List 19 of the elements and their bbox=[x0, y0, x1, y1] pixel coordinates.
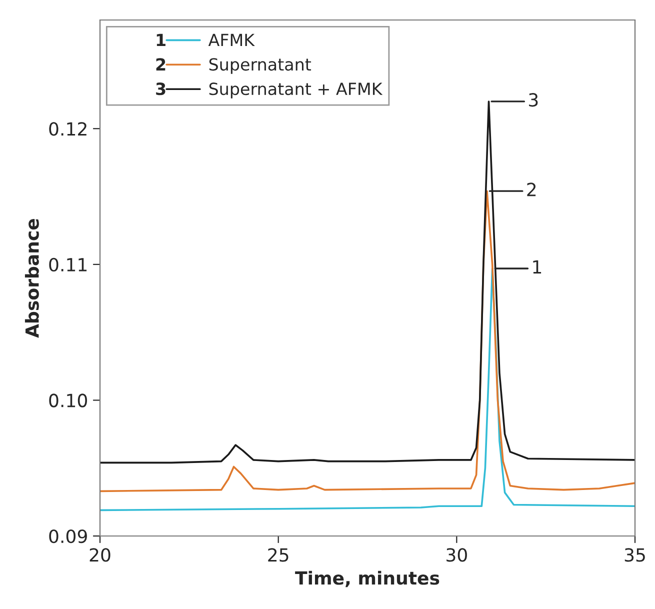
x-axis-title: Time, minutes bbox=[295, 570, 440, 588]
legend-label: Supernatant + AFMK bbox=[209, 82, 383, 98]
annotation: 1 bbox=[156, 34, 166, 46]
annotation: 3 bbox=[529, 93, 538, 107]
x-tick-label: 25 bbox=[268, 548, 288, 562]
annotation: 1 bbox=[533, 260, 542, 274]
annotation: 2 bbox=[527, 182, 536, 196]
y-tick-label: 0.12 bbox=[49, 122, 86, 136]
y-tick-label: 0.09 bbox=[49, 529, 87, 544]
legend-label: AFMK bbox=[208, 34, 255, 46]
x-tick-label: 30 bbox=[446, 548, 467, 562]
y-axis-title: Absorbance bbox=[24, 218, 39, 338]
annotation: 3 bbox=[156, 82, 166, 96]
y-tick-label: 0.11 bbox=[49, 258, 87, 272]
x-tick-label: 20 bbox=[90, 548, 110, 562]
legend-label: Supernatant bbox=[209, 58, 312, 74]
annotation: 2 bbox=[156, 58, 166, 70]
x-tick-label: 35 bbox=[624, 548, 645, 562]
y-tick-label: 0.10 bbox=[49, 394, 87, 408]
